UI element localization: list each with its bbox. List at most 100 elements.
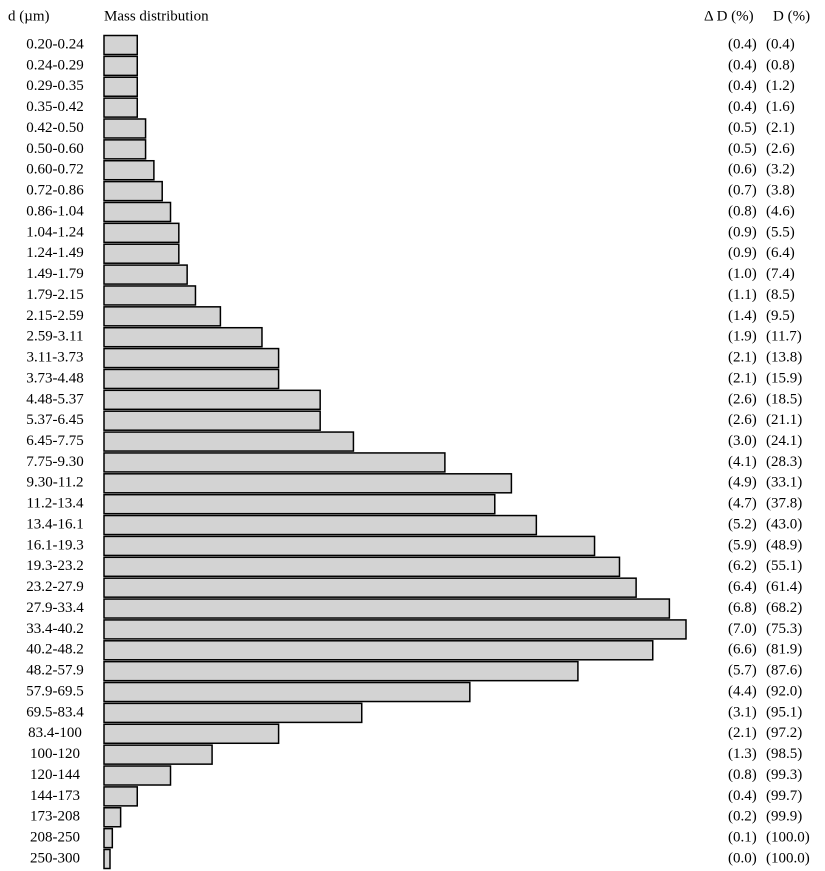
cumulative-label: (3.8) bbox=[766, 183, 795, 199]
cumulative-label: (92.0) bbox=[766, 683, 802, 699]
bar bbox=[103, 452, 446, 473]
value-label: (0.4) bbox=[728, 788, 757, 804]
chart-title: Mass distribution bbox=[104, 8, 209, 24]
cumulative-label: (24.1) bbox=[766, 433, 802, 449]
y-tick-label: 1.04-1.24 bbox=[26, 224, 84, 240]
value-label: (0.4) bbox=[728, 36, 757, 52]
value-label: (4.7) bbox=[728, 496, 757, 512]
column-header: D (%) bbox=[773, 8, 810, 24]
value-label: (3.1) bbox=[728, 704, 757, 720]
cumulative-label: (2.6) bbox=[766, 141, 795, 157]
y-tick-label: 0.72-0.86 bbox=[26, 183, 84, 199]
cumulative-label: (68.2) bbox=[766, 600, 802, 616]
value-label: (0.8) bbox=[728, 203, 757, 219]
bar bbox=[103, 640, 654, 661]
cumulative-label: (99.3) bbox=[766, 767, 802, 783]
bar bbox=[103, 97, 139, 118]
y-tick-label: 0.35-0.42 bbox=[26, 99, 84, 115]
value-label: (3.0) bbox=[728, 433, 757, 449]
cumulative-label: (2.1) bbox=[766, 120, 795, 136]
y-tick-label: 173-208 bbox=[30, 809, 80, 825]
y-tick-label: 33.4-40.2 bbox=[26, 621, 84, 637]
y-tick-label: 6.45-7.75 bbox=[26, 433, 84, 449]
bar bbox=[103, 765, 172, 786]
bar bbox=[103, 744, 213, 765]
value-label: (1.0) bbox=[728, 266, 757, 282]
cumulative-label: (5.5) bbox=[766, 224, 795, 240]
y-tick-label: 3.11-3.73 bbox=[27, 350, 84, 366]
y-tick-label: 250-300 bbox=[30, 850, 80, 866]
y-tick-label: 3.73-4.48 bbox=[26, 370, 84, 386]
y-tick-label: 120-144 bbox=[30, 767, 80, 783]
y-axis-label: d (µm) bbox=[8, 8, 50, 24]
value-label: (6.2) bbox=[728, 558, 757, 574]
y-tick-label: 0.24-0.29 bbox=[26, 57, 84, 73]
value-label: (0.5) bbox=[728, 120, 757, 136]
y-tick-label: 0.60-0.72 bbox=[26, 162, 84, 178]
cumulative-label: (33.1) bbox=[766, 475, 802, 491]
bar bbox=[103, 619, 687, 640]
bar bbox=[103, 681, 471, 703]
bar bbox=[103, 827, 114, 849]
value-label: (1.9) bbox=[728, 329, 757, 345]
cumulative-label: (21.1) bbox=[766, 412, 802, 428]
y-tick-label: 83.4-100 bbox=[28, 725, 82, 741]
value-label: (0.0) bbox=[728, 850, 757, 866]
value-label: (4.9) bbox=[728, 475, 757, 491]
value-label: (4.1) bbox=[728, 454, 757, 470]
value-label: (1.1) bbox=[728, 287, 757, 303]
bar bbox=[103, 431, 355, 452]
y-tick-label: 27.9-33.4 bbox=[26, 600, 84, 616]
y-tick-label: 1.24-1.49 bbox=[26, 245, 84, 261]
y-tick-label: 19.3-23.2 bbox=[26, 558, 84, 574]
value-label: (0.4) bbox=[728, 57, 757, 73]
bar bbox=[103, 34, 139, 56]
value-label: (0.5) bbox=[728, 141, 757, 157]
value-label: (0.8) bbox=[728, 767, 757, 783]
bar bbox=[103, 598, 671, 619]
cumulative-label: (0.4) bbox=[766, 36, 795, 52]
y-tick-label: 57.9-69.5 bbox=[26, 683, 84, 699]
bar bbox=[103, 264, 188, 285]
y-tick-label: 2.59-3.11 bbox=[27, 329, 84, 345]
y-tick-label: 23.2-27.9 bbox=[26, 579, 84, 595]
bar bbox=[103, 222, 180, 244]
y-tick-label: 4.48-5.37 bbox=[26, 391, 84, 407]
y-tick-label: 69.5-83.4 bbox=[26, 704, 84, 720]
value-label: (0.4) bbox=[728, 78, 757, 94]
cumulative-label: (48.9) bbox=[766, 537, 802, 553]
value-label: (0.1) bbox=[728, 830, 757, 846]
bar bbox=[103, 180, 163, 202]
bar bbox=[103, 410, 321, 431]
value-label: (2.1) bbox=[728, 370, 757, 386]
value-label: (0.7) bbox=[728, 183, 757, 199]
cumulative-label: (98.5) bbox=[766, 746, 802, 762]
value-label: (6.8) bbox=[728, 600, 757, 616]
y-tick-label: 0.42-0.50 bbox=[26, 120, 84, 136]
y-tick-label: 1.79-2.15 bbox=[26, 287, 84, 303]
bar bbox=[103, 368, 280, 390]
value-label: (1.3) bbox=[728, 746, 757, 762]
bar bbox=[103, 243, 180, 264]
bar bbox=[103, 347, 280, 369]
cumulative-label: (18.5) bbox=[766, 391, 802, 407]
value-label: (0.4) bbox=[728, 99, 757, 115]
value-label: (1.4) bbox=[728, 308, 757, 324]
value-label: (2.1) bbox=[728, 725, 757, 741]
y-tick-label: 208-250 bbox=[30, 830, 80, 846]
bar bbox=[103, 76, 139, 97]
y-tick-label: 0.20-0.24 bbox=[26, 36, 84, 52]
value-label: (4.4) bbox=[728, 683, 757, 699]
y-tick-label: 100-120 bbox=[30, 746, 80, 762]
y-tick-label: 16.1-19.3 bbox=[26, 537, 84, 553]
cumulative-label: (11.7) bbox=[766, 329, 802, 345]
value-label: (0.9) bbox=[728, 245, 757, 261]
value-label: (7.0) bbox=[728, 621, 757, 637]
y-tick-label: 7.75-9.30 bbox=[26, 454, 84, 470]
value-label: (6.6) bbox=[728, 642, 757, 658]
value-label: (2.1) bbox=[728, 350, 757, 366]
cumulative-label: (99.7) bbox=[766, 788, 802, 804]
cumulative-label: (3.2) bbox=[766, 162, 795, 178]
cumulative-label: (43.0) bbox=[766, 516, 802, 532]
